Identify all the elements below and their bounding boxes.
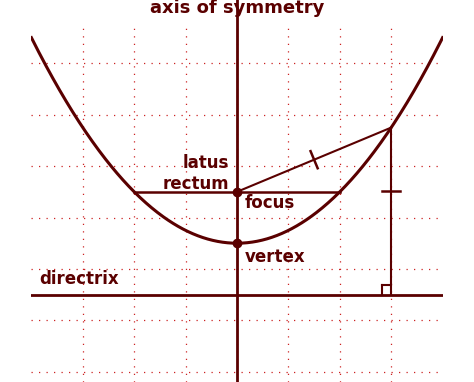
Text: focus: focus bbox=[245, 194, 295, 212]
Text: vertex: vertex bbox=[245, 248, 305, 266]
Text: directrix: directrix bbox=[39, 270, 118, 288]
Text: latus
rectum: latus rectum bbox=[163, 154, 229, 193]
Text: axis of symmetry: axis of symmetry bbox=[150, 0, 324, 17]
